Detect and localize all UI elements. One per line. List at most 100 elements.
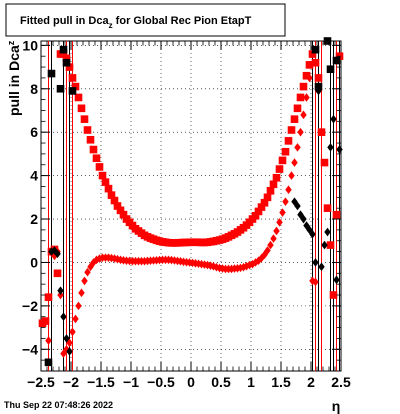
square-marker <box>329 291 338 299</box>
diamond-marker <box>273 226 280 236</box>
x-axis-title: η <box>332 398 341 414</box>
square-marker <box>68 74 77 82</box>
chart-title-rest: for Global Rec Pion EtapT <box>113 15 252 27</box>
title-frame <box>5 3 286 37</box>
timestamp: Thu Sep 22 07:48:26 2022 <box>4 400 113 410</box>
diamond-marker <box>303 93 310 102</box>
x-tick-labels: −2.5 −2 −1.5 −1 −0.5 0 0.5 1 1.5 2 2.5 <box>27 374 351 390</box>
diamond-marker <box>294 201 301 211</box>
diamond-marker <box>300 214 307 224</box>
diamond-marker <box>108 253 115 263</box>
square-marker <box>320 158 329 167</box>
diamond-marker <box>57 290 64 300</box>
square-marker <box>71 82 80 91</box>
chart-title-main: Fitted pull in Dca <box>20 15 109 27</box>
diamond-marker <box>72 314 79 324</box>
square-marker <box>305 61 314 69</box>
square-marker <box>326 65 335 74</box>
diamond-marker <box>66 347 73 356</box>
square-marker <box>119 210 128 219</box>
square-marker <box>62 58 71 67</box>
y-tick-label: 4 <box>30 168 38 184</box>
diamond-marker <box>69 327 76 337</box>
x-tick-label: −2 <box>63 374 79 390</box>
square-marker <box>80 115 89 123</box>
diamond-marker <box>267 240 274 250</box>
x-tick-label: 2 <box>307 374 315 390</box>
diamond-marker <box>315 86 322 96</box>
diamond-marker <box>312 277 319 287</box>
square-marker <box>332 210 341 219</box>
square-marker <box>287 126 296 134</box>
square-marker <box>311 45 320 54</box>
square-marker <box>314 74 323 82</box>
diamond-marker <box>306 73 313 83</box>
x-tick-label: −1.5 <box>87 374 115 390</box>
y-tick-label: 8 <box>30 81 38 97</box>
diamond-marker <box>90 258 97 267</box>
diamond-marker <box>198 259 205 269</box>
diamond-marker <box>270 234 277 243</box>
diamond-marker <box>63 344 70 354</box>
diamond-marker <box>309 229 316 239</box>
square-marker <box>323 37 332 45</box>
y-tick-label: 10 <box>22 37 38 53</box>
square-marker <box>110 196 119 205</box>
diamond-marker <box>51 246 58 255</box>
diamond-marker <box>57 286 64 295</box>
data-markers <box>38 37 344 367</box>
square-marker <box>44 358 53 367</box>
square-marker <box>116 206 125 215</box>
square-marker <box>89 145 98 154</box>
square-marker <box>113 202 122 210</box>
x-tick-label: −2.5 <box>27 374 55 390</box>
square-marker <box>104 184 113 193</box>
square-marker <box>272 173 281 182</box>
y-tick-label: −2 <box>22 298 38 314</box>
diamond-marker <box>240 262 247 272</box>
x-tick-label: −0.5 <box>147 374 175 390</box>
square-marker <box>266 187 275 195</box>
square-marker <box>281 147 290 156</box>
square-marker <box>56 84 65 93</box>
diamond-marker <box>300 110 307 120</box>
square-marker <box>275 165 284 173</box>
diamond-marker <box>111 254 118 263</box>
diamond-marker <box>282 197 289 206</box>
x-tick-label: 1.5 <box>271 374 291 390</box>
y-tick-label: 0 <box>30 254 38 270</box>
square-marker <box>68 87 77 95</box>
square-marker <box>317 128 326 136</box>
axis-ticks <box>40 41 342 372</box>
x-tick-label: 2.5 <box>331 374 351 390</box>
diamond-marker <box>60 349 67 358</box>
square-marker <box>302 71 311 80</box>
x-tick-label: 0 <box>187 374 195 390</box>
diamond-marker <box>294 143 301 152</box>
square-marker <box>251 211 260 220</box>
diamond-marker <box>117 255 124 265</box>
diamond-marker <box>120 255 127 265</box>
x-tick-label: 1 <box>247 374 255 390</box>
chart-title-subscript: z <box>109 21 113 30</box>
square-marker <box>59 45 68 54</box>
diamond-marker <box>75 301 82 311</box>
square-marker <box>98 171 107 180</box>
diamond-marker <box>186 258 193 267</box>
square-marker <box>257 203 266 211</box>
diamond-marker <box>321 240 328 250</box>
y-tick-labels: −4 −2 0 2 4 6 8 10 <box>22 37 38 357</box>
square-marker <box>53 269 62 278</box>
square-marker <box>83 126 92 134</box>
y-tick-label: 6 <box>30 124 38 140</box>
diamond-marker <box>105 253 112 262</box>
square-marker <box>62 54 71 63</box>
diamond-marker <box>246 260 253 270</box>
diamond-marker <box>291 158 298 167</box>
title-box: Fitted pull in Dcaz for Global Rec Pion … <box>5 3 286 37</box>
square-marker <box>332 56 341 65</box>
diamond-marker <box>78 288 85 298</box>
square-marker <box>47 69 56 78</box>
chart-title: Fitted pull in Dcaz for Global Rec Pion … <box>20 15 252 30</box>
